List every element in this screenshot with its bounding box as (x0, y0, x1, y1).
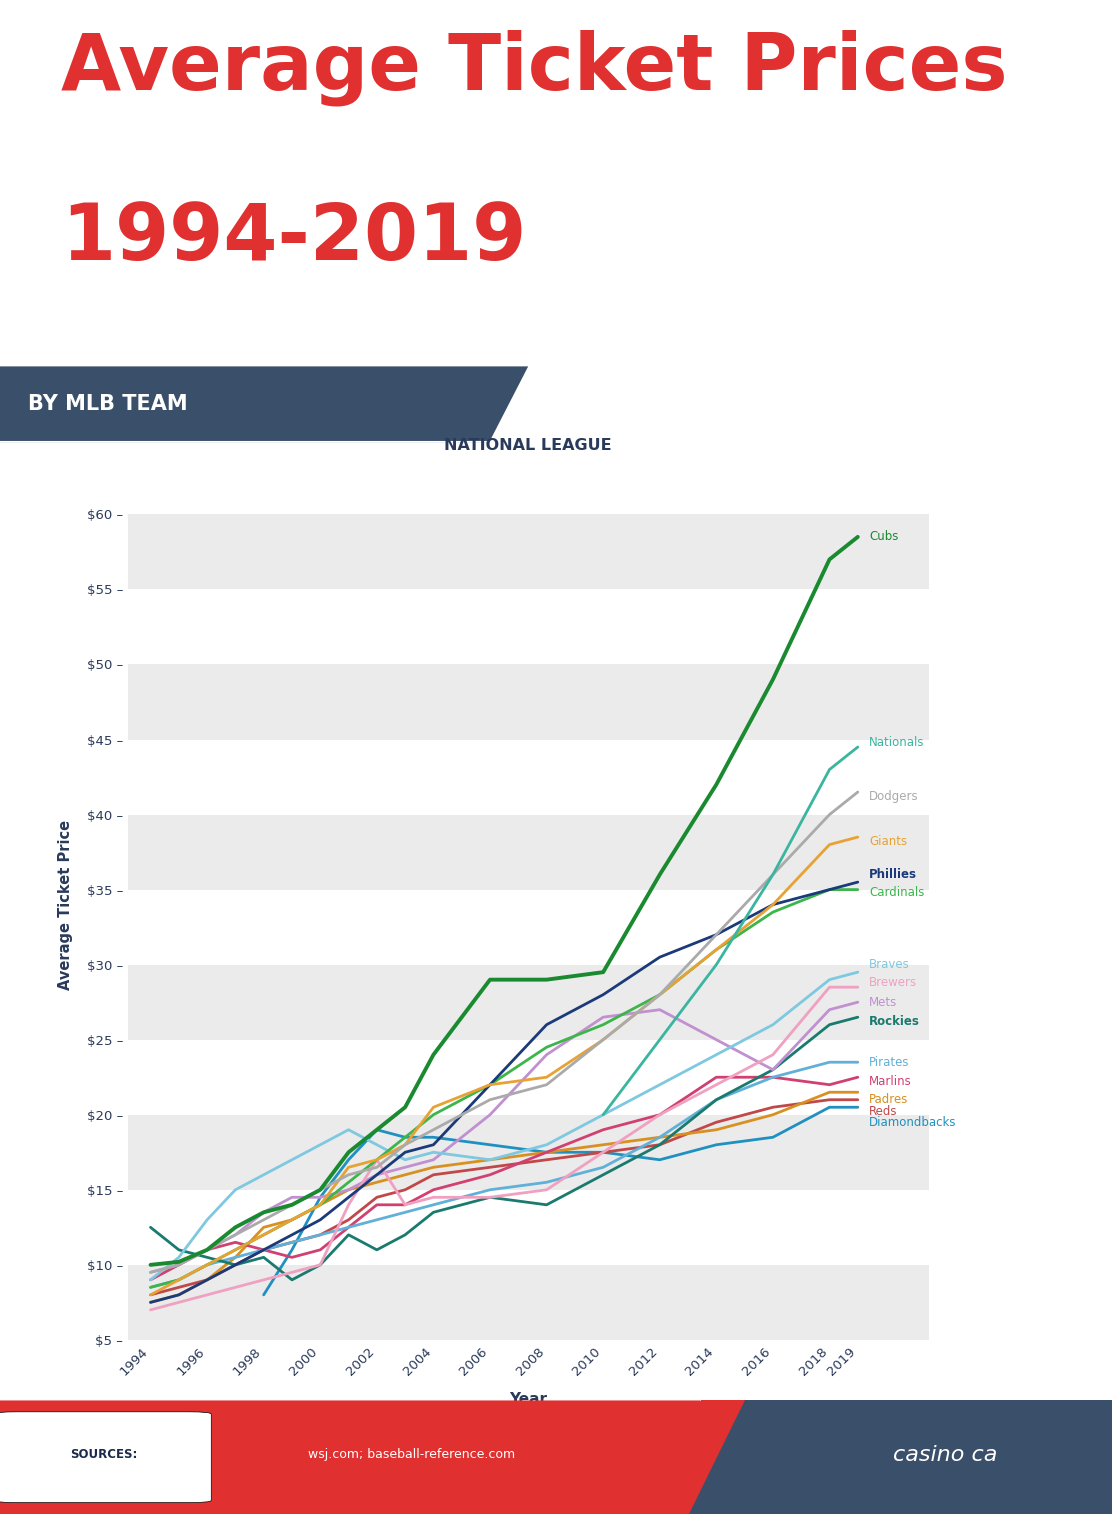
Bar (128, 515, 929, 589)
Polygon shape (0, 366, 528, 442)
Text: Diamondbacks: Diamondbacks (870, 1116, 956, 1129)
Polygon shape (689, 1400, 1112, 1514)
Text: BY MLB TEAM: BY MLB TEAM (28, 394, 188, 415)
Bar (128, 665, 929, 739)
Text: Dodgers: Dodgers (870, 790, 919, 802)
Text: Phillies: Phillies (870, 868, 917, 881)
FancyBboxPatch shape (0, 1411, 211, 1502)
Polygon shape (0, 1400, 756, 1514)
Text: Giants: Giants (870, 836, 907, 848)
Text: casino ca: casino ca (893, 1444, 997, 1466)
Bar (701, 1400, 756, 1514)
Text: Average Ticket Prices: Average Ticket Prices (61, 30, 1007, 106)
Text: Padres: Padres (870, 1093, 909, 1107)
Text: Marlins: Marlins (870, 1075, 912, 1089)
Text: Reds: Reds (870, 1105, 897, 1119)
Text: Braves: Braves (870, 958, 910, 970)
X-axis label: Year: Year (509, 1391, 547, 1407)
Text: Nationals: Nationals (870, 736, 924, 749)
Y-axis label: Average Ticket Price: Average Ticket Price (58, 819, 72, 990)
Title: NATIONAL LEAGUE: NATIONAL LEAGUE (445, 438, 612, 453)
Text: SOURCES:: SOURCES: (70, 1449, 137, 1461)
Bar (128, 1114, 929, 1190)
Text: Rockies: Rockies (870, 1016, 920, 1028)
Text: Cardinals: Cardinals (870, 886, 924, 899)
Text: 1994-2019: 1994-2019 (61, 200, 527, 276)
Text: Mets: Mets (870, 996, 897, 1008)
Bar (128, 964, 929, 1040)
Text: Brewers: Brewers (870, 977, 917, 989)
Bar (128, 1264, 929, 1340)
Text: Cubs: Cubs (870, 530, 898, 544)
Text: wsj.com; baseball-reference.com: wsj.com; baseball-reference.com (308, 1449, 515, 1461)
Bar (128, 815, 929, 890)
Text: Pirates: Pirates (870, 1055, 910, 1069)
